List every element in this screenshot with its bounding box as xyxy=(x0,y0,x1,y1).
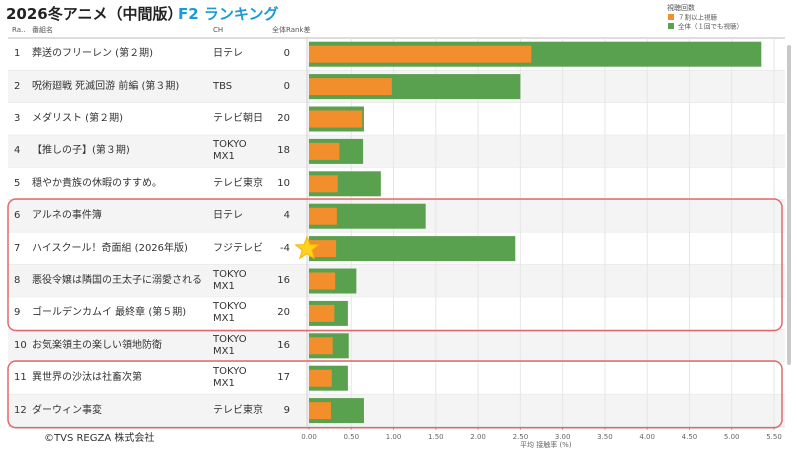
bar xyxy=(309,175,338,193)
x-tick-label: 2.00 xyxy=(470,433,486,441)
x-axis-label: 平均 接触率 (%) xyxy=(520,441,572,449)
rank: 2 xyxy=(14,80,21,92)
rank: 12 xyxy=(14,404,27,416)
channel: TOKYO MX1 xyxy=(213,269,247,292)
rank: 7 xyxy=(14,242,21,254)
x-tick-label: 4.00 xyxy=(639,433,655,441)
row-background xyxy=(8,329,785,362)
row-background xyxy=(8,102,785,136)
rank: 5 xyxy=(14,177,21,189)
bar xyxy=(309,207,337,225)
highlight-box xyxy=(7,198,783,332)
x-tick-label: 0.50 xyxy=(343,433,359,441)
rank: 11 xyxy=(14,372,27,384)
x-tick-label: 3.50 xyxy=(597,433,613,441)
channel: テレビ東京 xyxy=(213,404,263,416)
channel: テレビ朝日 xyxy=(213,113,263,124)
channel: TOKYO MX1 xyxy=(213,366,247,390)
rank-diff: 0 xyxy=(283,48,290,60)
channel: フジテレビ xyxy=(213,242,263,254)
x-tick-label: 4.50 xyxy=(682,433,698,441)
channel: TOKYO MX1 xyxy=(213,139,247,163)
column-header: CH xyxy=(213,26,224,34)
column-header: Ra.. xyxy=(12,26,26,34)
channel: TBS xyxy=(213,80,233,92)
bar xyxy=(309,272,336,290)
x-tick-label: 0.00 xyxy=(301,433,317,441)
chart-subtitle: F2 ランキング xyxy=(178,5,279,23)
rank-diff: 16 xyxy=(277,339,290,351)
channel: 日テレ xyxy=(213,210,243,222)
program-title: 葬送のフリーレン (第２期) xyxy=(32,48,153,60)
bar xyxy=(309,337,333,355)
program-title: 異世界の沙汰は社畜次第 xyxy=(32,372,142,384)
rank: 6 xyxy=(14,210,21,222)
legend-label: 全体（１回でも視聴） xyxy=(678,22,743,31)
chart-title: 2026冬アニメ（中間版） xyxy=(6,5,183,23)
bar xyxy=(309,236,516,262)
scrollbar xyxy=(787,45,791,365)
rank-diff: 18 xyxy=(277,145,290,157)
program-title: ゴールデンカムイ 最終章 (第５期) xyxy=(32,307,187,319)
rank: 10 xyxy=(14,339,27,351)
rank-diff: 4 xyxy=(283,210,290,222)
program-title: ハイスクール！奇面組 (2026年版) xyxy=(32,242,188,254)
column-header: 全体Rank差 xyxy=(272,26,311,34)
rank-diff: 0 xyxy=(283,80,290,92)
x-tick-label: 3.00 xyxy=(555,433,571,441)
bar xyxy=(309,78,392,96)
highlight-box xyxy=(7,360,783,429)
program-title: メダリスト (第２期) xyxy=(32,113,123,124)
channel: 日テレ xyxy=(213,48,243,60)
program-title: アルネの事件簿 xyxy=(32,210,102,222)
x-tick-label: 2.50 xyxy=(513,433,529,441)
bar xyxy=(309,402,331,420)
row-background xyxy=(8,135,785,168)
row-background xyxy=(8,394,785,427)
rank-diff: 20 xyxy=(277,113,290,124)
x-tick-label: 5.50 xyxy=(766,433,782,441)
program-title: 穏やか貴族の休暇のすすめ。 xyxy=(32,177,162,189)
program-title: 悪役令嬢は隣国の王太子に溺愛される xyxy=(32,275,202,286)
column-header: 番組名 xyxy=(32,26,53,34)
program-title: 呪術廻戦 死滅回游 前編 (第３期) xyxy=(32,80,180,92)
rank: 4 xyxy=(14,145,21,157)
rank-diff: 10 xyxy=(277,177,290,189)
bar xyxy=(309,304,335,322)
row-background xyxy=(8,362,785,395)
row-background xyxy=(8,297,785,330)
program-title: お気楽領主の楽しい領地防衛 xyxy=(32,339,162,351)
x-tick-label: 1.00 xyxy=(386,433,402,441)
channel: TOKYO MX1 xyxy=(213,301,247,325)
rank: 9 xyxy=(14,307,21,319)
x-tick-label: 1.50 xyxy=(428,433,444,441)
rank: 1 xyxy=(14,48,21,60)
rank: 3 xyxy=(14,113,21,124)
legend-label: ７割以上視聴 xyxy=(678,13,718,22)
footer: ©TVS REGZA 株式会社 xyxy=(44,433,155,444)
legend-swatch xyxy=(668,14,674,20)
rank-diff: 9 xyxy=(283,404,290,416)
x-tick-label: 5.00 xyxy=(724,433,740,441)
bar xyxy=(309,369,332,387)
program-title: ダーウィン事変 xyxy=(32,404,102,416)
legend-swatch xyxy=(668,23,674,29)
row-background xyxy=(8,264,785,298)
channel: テレビ東京 xyxy=(213,177,263,189)
row-background xyxy=(8,167,785,200)
rank-diff: -4 xyxy=(280,242,290,254)
bar xyxy=(309,142,340,160)
star-icon xyxy=(294,235,320,260)
rank-diff: 16 xyxy=(277,275,290,286)
channel: TOKYO MX1 xyxy=(213,333,247,357)
rank-diff: 17 xyxy=(277,372,290,384)
rank: 8 xyxy=(14,275,21,286)
bar xyxy=(309,110,363,128)
bar xyxy=(309,45,532,63)
program-title: 【推しの子】(第３期) xyxy=(32,145,130,157)
legend-title: 視聴回数 xyxy=(667,4,695,12)
rank-diff: 20 xyxy=(277,307,290,319)
